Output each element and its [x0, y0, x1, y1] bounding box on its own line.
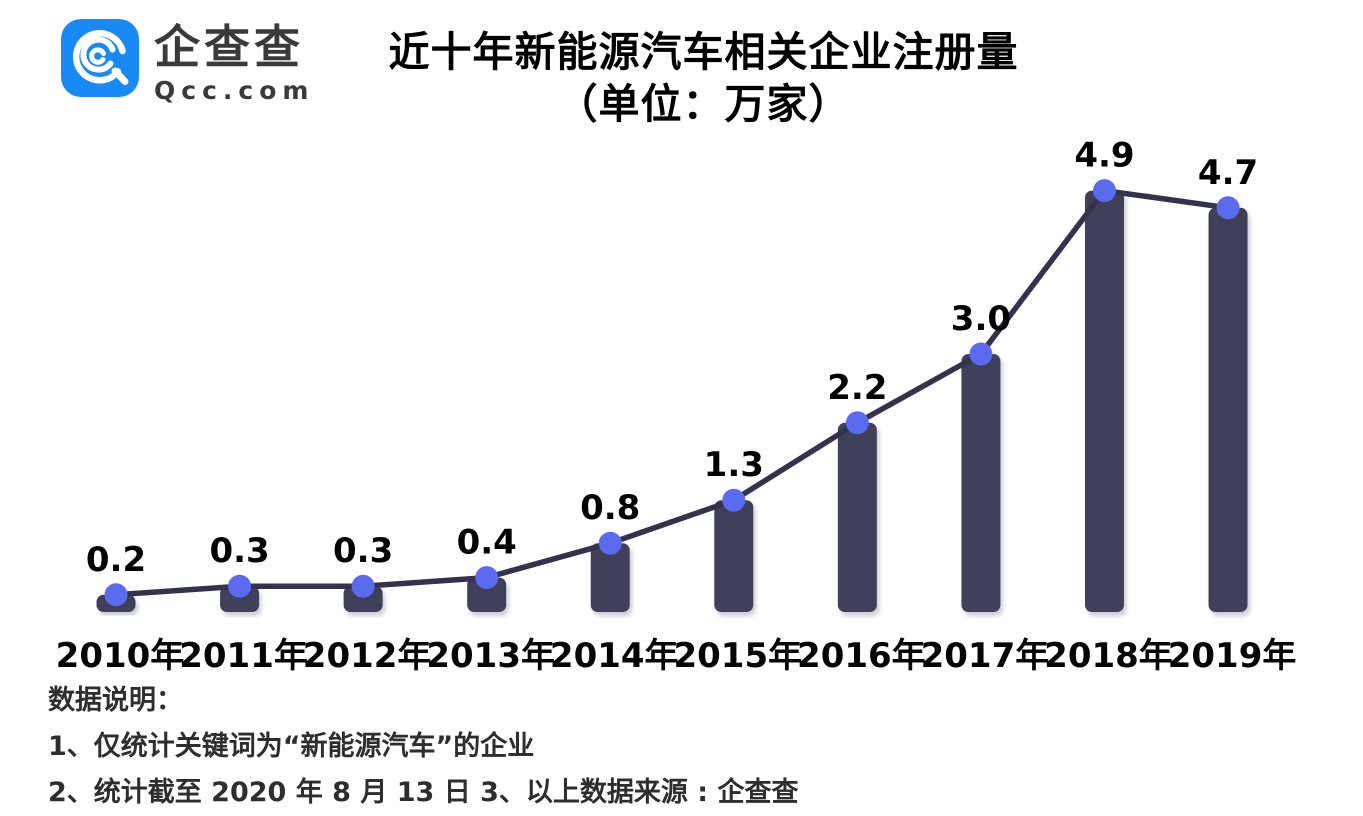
- data-point-2015年: [722, 488, 746, 512]
- value-label-2015年: 1.3: [704, 445, 764, 485]
- x-axis-label-2010年: 2010年: [56, 636, 185, 676]
- trend-line: [113, 187, 1231, 598]
- data-point-2019年: [1216, 196, 1240, 220]
- data-point-2010年: [104, 583, 128, 607]
- data-point-2013年: [475, 566, 499, 590]
- data-point-2017年: [969, 342, 993, 366]
- notes-line1: 1、仅统计关键词为“新能源汽车”的企业: [48, 731, 535, 762]
- bar-2014年: [590, 543, 630, 612]
- bar-2018年: [1084, 190, 1124, 612]
- data-point-2012年: [351, 574, 375, 598]
- brand-name-cn: 企查查: [154, 20, 304, 74]
- x-axis-label-2013年: 2013年: [426, 636, 555, 676]
- value-label-2017年: 3.0: [951, 299, 1011, 339]
- qcc-logo-icon: [61, 19, 139, 97]
- x-axis-label-2019年: 2019年: [1168, 636, 1297, 676]
- value-label-2011年: 0.3: [209, 531, 269, 571]
- chart-title-line1: 近十年新能源汽车相关企业注册量: [388, 28, 1019, 76]
- value-label-2018年: 4.9: [1074, 136, 1134, 176]
- x-axis-label-2018年: 2018年: [1044, 636, 1173, 676]
- brand-name-en: Qcc.com: [154, 76, 315, 105]
- value-label-2016年: 2.2: [827, 368, 887, 408]
- x-axis-label-2012年: 2012年: [303, 636, 432, 676]
- bar-2019年: [1208, 207, 1248, 613]
- x-axis-label-2015年: 2015年: [673, 636, 802, 676]
- x-axis-label-2016年: 2016年: [797, 636, 926, 676]
- notes-heading: 数据说明：: [48, 685, 183, 716]
- x-axis-label-2011年: 2011年: [179, 636, 308, 676]
- value-label-2010年: 0.2: [86, 540, 146, 580]
- x-axis-label-2014年: 2014年: [550, 636, 679, 676]
- bar-2012年: [343, 586, 383, 612]
- bar-2013年: [467, 577, 507, 612]
- value-label-2019年: 4.7: [1198, 153, 1258, 193]
- value-label-2013年: 0.4: [457, 523, 517, 563]
- chart-title: 近十年新能源汽车相关企业注册量 （单位：万家）: [389, 26, 1019, 130]
- value-label-2014年: 0.8: [580, 488, 640, 528]
- data-point-2016年: [845, 411, 869, 435]
- brand: 企查查 Qcc.com: [60, 18, 314, 106]
- bar-2015年: [714, 500, 754, 612]
- data-point-2011年: [228, 574, 252, 598]
- bar-2017年: [961, 354, 1001, 612]
- notes-line2: 2、统计截至 2020 年 8 月 13 日 3、以上数据来源 : 企查查: [48, 777, 799, 808]
- chart-title-unit: （单位：万家）: [556, 80, 851, 128]
- bar-2016年: [837, 422, 877, 612]
- value-label-2012年: 0.3: [333, 531, 393, 571]
- data-notes: 数据说明： 1、仅统计关键词为“新能源汽车”的企业 2、统计截至 2020 年 …: [48, 678, 798, 816]
- data-point-2018年: [1092, 179, 1116, 203]
- data-point-2014年: [598, 531, 622, 555]
- x-axis-label-2017年: 2017年: [921, 636, 1050, 676]
- bar-2011年: [220, 586, 260, 612]
